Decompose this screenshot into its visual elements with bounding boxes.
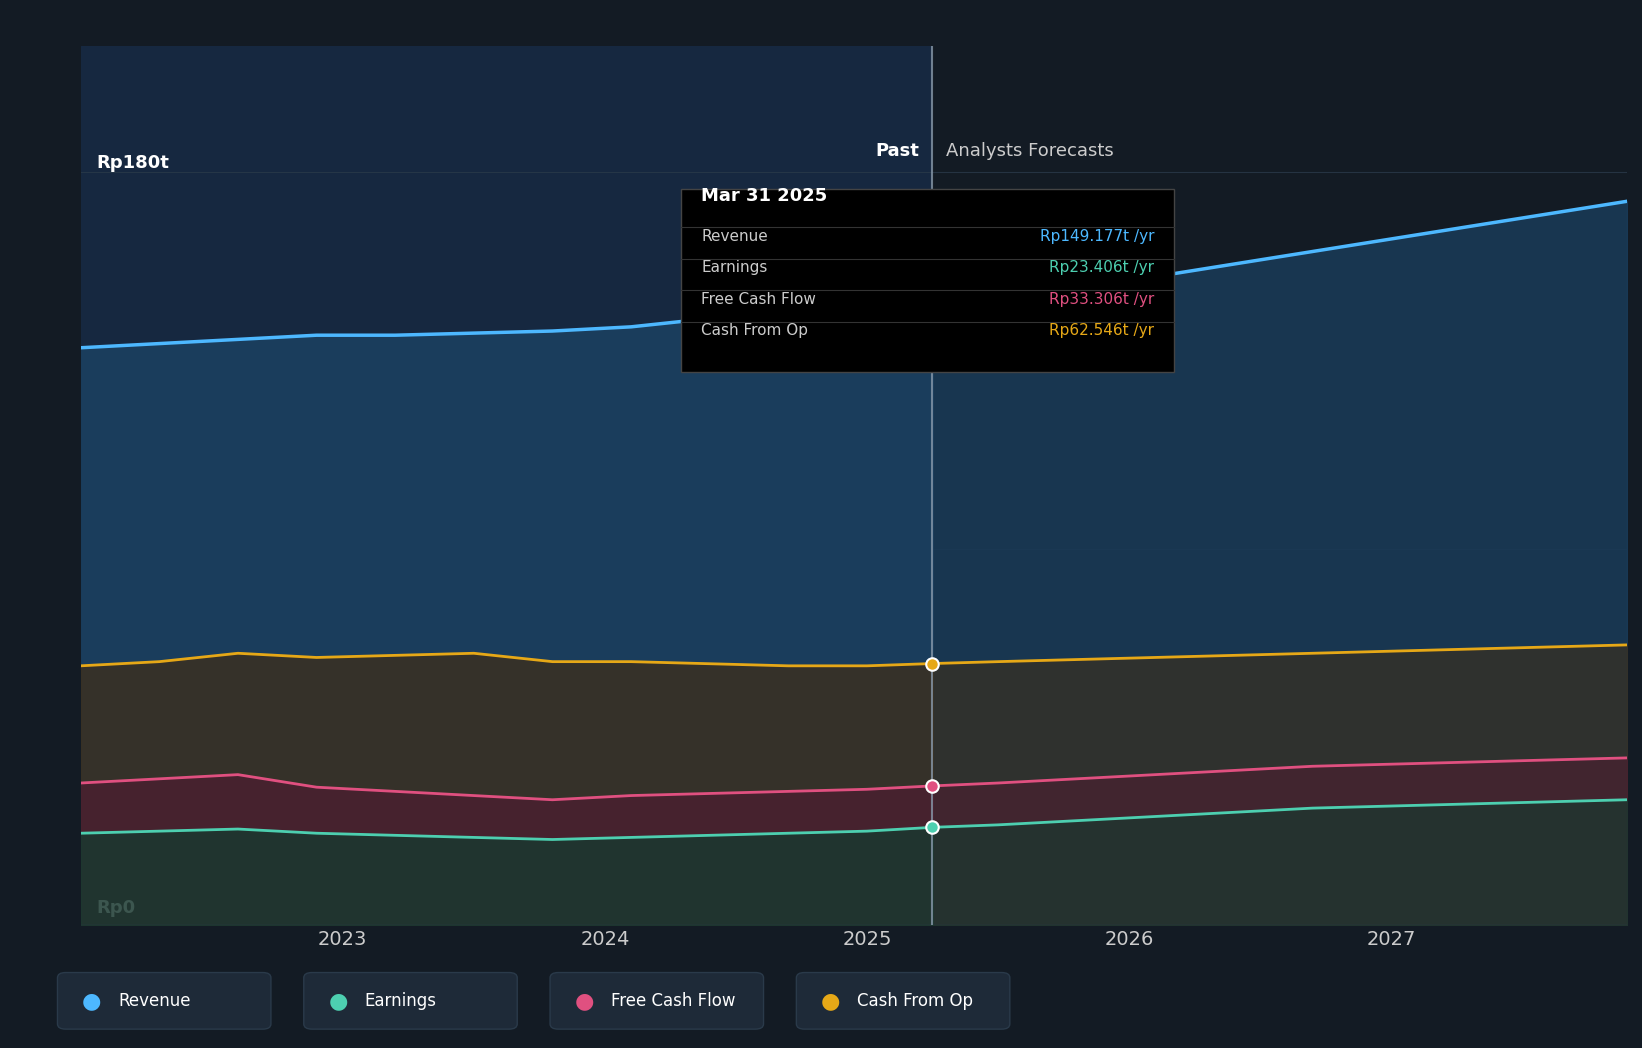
Text: Free Cash Flow: Free Cash Flow — [611, 991, 736, 1010]
Text: ●: ● — [82, 990, 102, 1011]
Text: Mar 31 2025: Mar 31 2025 — [701, 188, 828, 205]
Text: ●: ● — [821, 990, 841, 1011]
Text: Cash From Op: Cash From Op — [857, 991, 974, 1010]
Text: Past: Past — [875, 143, 920, 160]
Text: ●: ● — [575, 990, 594, 1011]
Text: Revenue: Revenue — [701, 230, 768, 244]
Text: Earnings: Earnings — [701, 261, 767, 276]
Text: ●: ● — [575, 990, 594, 1011]
Text: ●: ● — [328, 990, 348, 1011]
Bar — [933, 46, 1627, 925]
Text: Free Cash Flow: Free Cash Flow — [701, 292, 816, 307]
Text: Rp180t: Rp180t — [97, 154, 169, 172]
Text: Revenue: Revenue — [118, 991, 190, 1010]
Text: Earnings: Earnings — [365, 991, 437, 1010]
Text: Revenue: Revenue — [118, 991, 190, 1010]
Text: Rp149.177t /yr: Rp149.177t /yr — [1039, 230, 1154, 244]
Text: Rp0: Rp0 — [97, 899, 135, 917]
Text: ●: ● — [82, 990, 102, 1011]
Text: Rp62.546t /yr: Rp62.546t /yr — [1049, 324, 1154, 339]
Text: ●: ● — [821, 990, 841, 1011]
Text: ●: ● — [328, 990, 348, 1011]
Text: Cash From Op: Cash From Op — [857, 991, 974, 1010]
Bar — [80, 46, 933, 925]
Text: Earnings: Earnings — [365, 991, 437, 1010]
Text: Analysts Forecasts: Analysts Forecasts — [946, 143, 1113, 160]
Text: Rp33.306t /yr: Rp33.306t /yr — [1049, 292, 1154, 307]
Text: Cash From Op: Cash From Op — [701, 324, 808, 339]
Text: Free Cash Flow: Free Cash Flow — [611, 991, 736, 1010]
Text: Rp23.406t /yr: Rp23.406t /yr — [1049, 261, 1154, 276]
